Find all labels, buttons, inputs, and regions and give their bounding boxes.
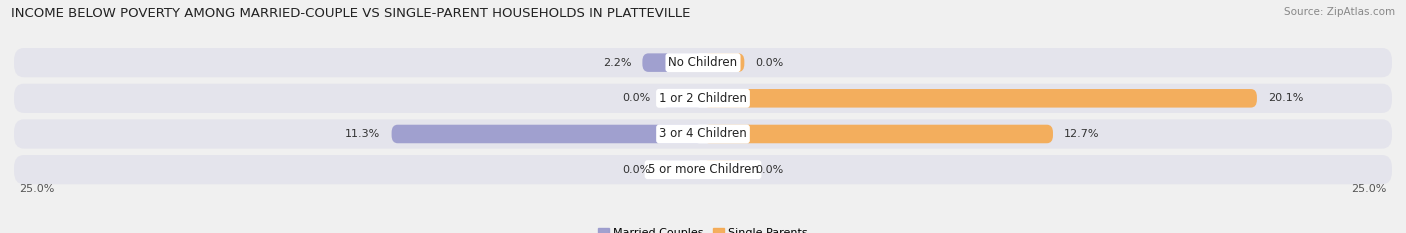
Text: 25.0%: 25.0% <box>20 184 55 194</box>
FancyBboxPatch shape <box>14 48 1392 77</box>
FancyBboxPatch shape <box>662 160 703 179</box>
Text: 0.0%: 0.0% <box>755 58 783 68</box>
Text: Source: ZipAtlas.com: Source: ZipAtlas.com <box>1284 7 1395 17</box>
Text: 12.7%: 12.7% <box>1064 129 1099 139</box>
Text: 1 or 2 Children: 1 or 2 Children <box>659 92 747 105</box>
Legend: Married Couples, Single Parents: Married Couples, Single Parents <box>593 223 813 233</box>
FancyBboxPatch shape <box>14 84 1392 113</box>
Text: No Children: No Children <box>668 56 738 69</box>
FancyBboxPatch shape <box>643 53 703 72</box>
FancyBboxPatch shape <box>14 155 1392 184</box>
Text: 0.0%: 0.0% <box>755 165 783 175</box>
Text: INCOME BELOW POVERTY AMONG MARRIED-COUPLE VS SINGLE-PARENT HOUSEHOLDS IN PLATTEV: INCOME BELOW POVERTY AMONG MARRIED-COUPL… <box>11 7 690 20</box>
FancyBboxPatch shape <box>14 119 1392 149</box>
Text: 20.1%: 20.1% <box>1268 93 1303 103</box>
Text: 5 or more Children: 5 or more Children <box>648 163 758 176</box>
Text: 0.0%: 0.0% <box>623 165 651 175</box>
Text: 2.2%: 2.2% <box>603 58 631 68</box>
FancyBboxPatch shape <box>703 53 744 72</box>
FancyBboxPatch shape <box>662 89 703 108</box>
Text: 11.3%: 11.3% <box>346 129 381 139</box>
Text: 3 or 4 Children: 3 or 4 Children <box>659 127 747 140</box>
Text: 0.0%: 0.0% <box>623 93 651 103</box>
FancyBboxPatch shape <box>703 125 1053 143</box>
FancyBboxPatch shape <box>703 89 1257 108</box>
Text: 25.0%: 25.0% <box>1351 184 1386 194</box>
FancyBboxPatch shape <box>392 125 703 143</box>
FancyBboxPatch shape <box>703 160 744 179</box>
